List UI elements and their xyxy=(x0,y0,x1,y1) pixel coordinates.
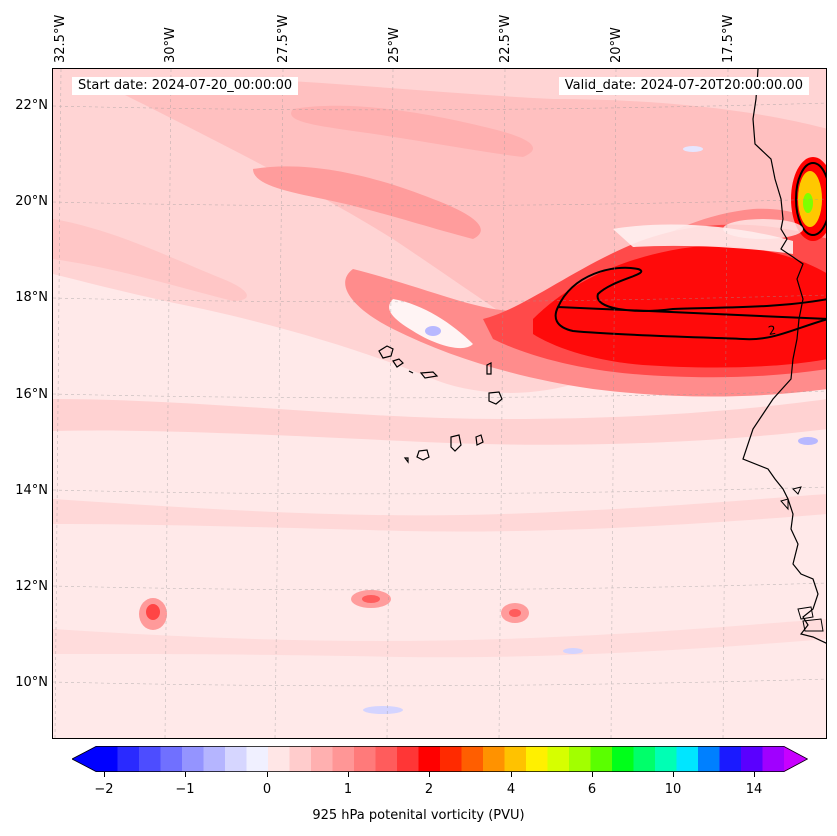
colorbar-tickmark-2 xyxy=(267,772,268,777)
pv-field-map: 2 xyxy=(53,69,826,738)
lon-label-30w: 30°W xyxy=(163,27,178,63)
lat-label-16n: 16°N xyxy=(15,387,48,402)
valid-date-annotation: Valid_date: 2024-07-20T20:00:00.00 xyxy=(558,77,809,95)
contour-label: 2 xyxy=(767,323,777,338)
colorbar-tick-label: −2 xyxy=(94,782,114,797)
pv-spot-west-core xyxy=(146,604,160,620)
colorbar-outline xyxy=(72,746,808,772)
colorbar-segment xyxy=(332,746,355,772)
colorbar-tick-label: 1 xyxy=(343,782,353,797)
pv-blue-patch-2 xyxy=(563,648,583,654)
colorbar-over-extend xyxy=(784,746,808,772)
colorbar-segment xyxy=(504,746,527,772)
colorbar-segment xyxy=(268,746,290,772)
colorbar-segment xyxy=(182,746,204,772)
pv-band-south-2 xyxy=(53,494,826,532)
colorbar-tickmark-3 xyxy=(348,772,349,777)
lat-label-18n: 18°N xyxy=(15,290,48,305)
colorbar-segment xyxy=(225,746,247,772)
pv-blue-patch-1 xyxy=(363,706,403,714)
africa-coastline xyxy=(742,69,826,644)
start-date-annotation: Start date: 2024-07-20_00:00:00 xyxy=(72,77,299,95)
colorbar-segment xyxy=(590,746,613,772)
colorbar-segment xyxy=(526,746,548,772)
lon-label-22-5w: 22.5°W xyxy=(498,14,513,63)
colorbar-tick-label: 10 xyxy=(664,782,682,797)
colorbar-tick-label: 0 xyxy=(262,782,272,797)
colorbar-tickmark-1 xyxy=(185,772,186,777)
colorbar-segment xyxy=(311,746,333,772)
colorbar-segment xyxy=(461,746,484,772)
lat-label-22n: 22°N xyxy=(15,98,48,113)
colorbar-tickmark-8 xyxy=(754,772,755,777)
colorbar-tick-label: 14 xyxy=(745,782,763,797)
lat-label-20n: 20°N xyxy=(15,194,48,209)
colorbar-tickmark-7 xyxy=(673,772,674,777)
colorbar-tick-label: 6 xyxy=(587,782,597,797)
colorbar-under-extend xyxy=(72,746,96,772)
pv-spot-mid-core xyxy=(362,595,380,603)
colorbar-segment xyxy=(397,746,419,772)
colorbar-tick-label: −1 xyxy=(175,782,195,797)
colorbar-segment xyxy=(139,746,161,772)
map-panel[interactable]: 2 xyxy=(52,68,827,739)
colorbar-segment xyxy=(96,746,118,772)
pv-streak-3 xyxy=(53,219,247,301)
colorbar-segment xyxy=(547,746,570,772)
colorbar-segment xyxy=(676,746,699,772)
contour-2pvu xyxy=(554,266,826,341)
colorbar-segment xyxy=(762,746,785,772)
pv-blue-blob-1 xyxy=(425,326,441,336)
colorbar-segment xyxy=(246,746,269,772)
pv-white-patch xyxy=(389,299,473,349)
colorbar-segment xyxy=(203,746,226,772)
pv-blue-patch-4 xyxy=(683,146,703,152)
lat-label-12n: 12°N xyxy=(15,579,48,594)
lon-label-32-5w: 32.5°W xyxy=(53,14,68,63)
colorbar-segment xyxy=(719,746,742,772)
pv-streak-1 xyxy=(253,166,481,239)
pv-white-ring xyxy=(723,219,803,239)
pv-coast-contour xyxy=(795,162,826,236)
lon-label-27-5w: 27.5°W xyxy=(276,14,291,63)
colorbar-segment xyxy=(698,746,720,772)
colorbar-segment xyxy=(440,746,462,772)
colorbar-segment xyxy=(160,746,183,772)
lat-label-14n: 14°N xyxy=(15,483,48,498)
colorbar-segment xyxy=(655,746,677,772)
lon-label-20w: 20°W xyxy=(609,27,624,63)
colorbar-segment xyxy=(741,746,763,772)
colorbar-tickmark-6 xyxy=(592,772,593,777)
lon-label-25w: 25°W xyxy=(387,27,402,63)
lon-label-17-5w: 17.5°W xyxy=(721,14,736,63)
colorbar xyxy=(72,746,808,772)
pv-spot-east-core xyxy=(509,609,521,617)
colorbar-segment xyxy=(483,746,505,772)
colorbar-segment xyxy=(117,746,140,772)
colorbar-tickmark-0 xyxy=(104,772,105,777)
colorbar-tick-label: 2 xyxy=(424,782,434,797)
pv-blue-patch-3 xyxy=(798,437,818,445)
pv-coast-peak-inner xyxy=(803,193,813,213)
africa-coast-detail xyxy=(780,486,824,632)
colorbar-segment xyxy=(612,746,634,772)
colorbar-segment xyxy=(375,746,398,772)
colorbar-tickmark-4 xyxy=(429,772,430,777)
colorbar-tick-label: 4 xyxy=(506,782,516,797)
colorbar-segment xyxy=(354,746,376,772)
gridlines xyxy=(53,69,826,738)
lat-label-10n: 10°N xyxy=(15,675,48,690)
pv-band-core xyxy=(533,245,826,368)
colorbar-segment xyxy=(418,746,441,772)
pv-band-south-3 xyxy=(53,619,826,658)
pv-band-south-1 xyxy=(53,399,826,445)
island-outlines xyxy=(378,345,503,464)
colorbar-label: 925 hPa potenital vorticity (PVU) xyxy=(312,808,525,823)
colorbar-segment xyxy=(633,746,656,772)
colorbar-segment xyxy=(569,746,591,772)
colorbar-tickmark-5 xyxy=(511,772,512,777)
pv-streak-2 xyxy=(291,105,533,157)
colorbar-segment xyxy=(289,746,312,772)
